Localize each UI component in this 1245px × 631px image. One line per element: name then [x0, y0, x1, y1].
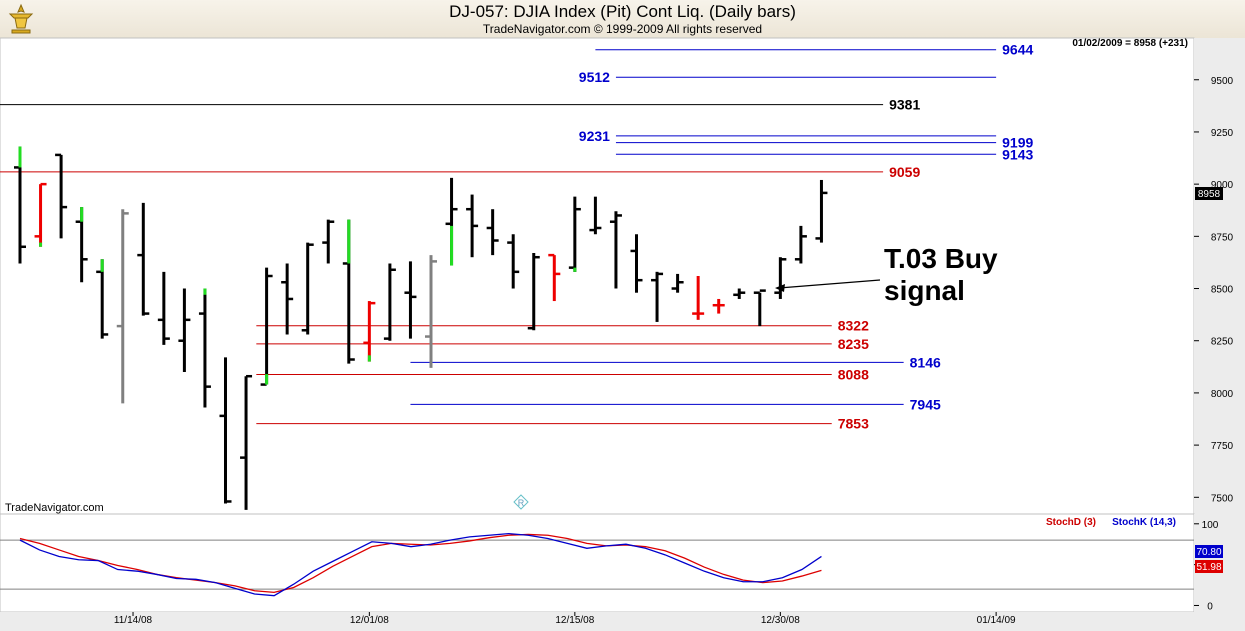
ohlc-bar — [630, 234, 643, 293]
ohlc-bar — [753, 289, 766, 327]
y-tick-label: 8000 — [1211, 389, 1234, 400]
annotation-arrow — [778, 279, 881, 289]
y-tick-label: 8500 — [1211, 285, 1234, 296]
y-tick-label: 7750 — [1211, 441, 1234, 452]
chart-subtitle: TradeNavigator.com © 1999-2009 All right… — [482, 22, 763, 36]
chart-title: DJ-057: DJIA Index (Pit) Cont Liq. (Dail… — [449, 2, 796, 21]
svg-text:R: R — [518, 498, 525, 508]
y-tick-label: 9250 — [1211, 128, 1234, 139]
ohlc-bar — [55, 153, 68, 239]
x-tick-label: 01/14/09 — [977, 615, 1016, 626]
level-label-9199: 9199 — [1002, 135, 1033, 151]
stochk-last-value: 70.80 — [1196, 547, 1221, 558]
arrowhead-icon — [775, 284, 785, 292]
stochastic-panel — [0, 513, 1195, 613]
y-tick-label: 9500 — [1211, 76, 1234, 87]
ohlc-bar — [425, 255, 437, 368]
level-label-9512: 9512 — [579, 69, 610, 85]
ohlc-bar — [466, 194, 479, 258]
legend-stochd: StochD (3) — [1046, 517, 1096, 528]
level-label-8146: 8146 — [910, 354, 941, 370]
y-tick-label: 8250 — [1211, 337, 1234, 348]
level-label-8235: 8235 — [838, 336, 869, 352]
stochastic-line-k — [19, 532, 822, 597]
y-tick-label: 8750 — [1211, 232, 1234, 243]
registered-mark-icon: R — [513, 494, 529, 510]
title-bar: DJ-057: DJIA Index (Pit) Cont Liq. (Dail… — [0, 0, 1245, 39]
level-label-7945: 7945 — [910, 396, 941, 412]
stochd-last-value: 51.98 — [1196, 562, 1221, 573]
ohlc-bar — [116, 209, 129, 404]
ohlc-bar — [363, 301, 376, 362]
y-tick-label: 7500 — [1211, 493, 1234, 504]
x-tick-label: 12/15/08 — [555, 615, 594, 626]
stoch-y-tick-label: 100 — [1202, 520, 1219, 531]
ohlc-bar — [157, 271, 170, 345]
date-axis-panel — [0, 612, 1245, 631]
legend-stochk: StochK (14,3) — [1112, 517, 1176, 528]
ohlc-bar — [794, 225, 807, 264]
stochd-last-badge — [1195, 560, 1223, 573]
price-panel — [0, 37, 1195, 515]
ohlc-bar — [404, 261, 417, 339]
level-label-9231: 9231 — [579, 128, 610, 144]
x-tick-label: 12/01/08 — [350, 615, 389, 626]
stoch-y-tick-label: 0 — [1207, 601, 1213, 612]
ohlc-bar — [671, 273, 684, 293]
x-tick-label: 12/30/08 — [761, 615, 800, 626]
last-value-readout: 01/02/2009 = 8958 (+231) — [1072, 38, 1188, 49]
ohlc-bar — [815, 179, 828, 243]
buy-signal-annotation-line1: T.03 Buy — [884, 243, 998, 274]
level-label-9381: 9381 — [889, 97, 920, 113]
ohlc-bar — [651, 271, 664, 322]
ohlc-bar — [198, 288, 211, 408]
ohlc-bar — [507, 234, 520, 289]
buy-signal-annotation-line2: signal — [884, 275, 965, 306]
ohlc-bar — [733, 288, 746, 299]
ohlc-bar — [527, 253, 540, 331]
level-label-7853: 7853 — [838, 416, 869, 432]
y-tick-label: 9000 — [1211, 180, 1234, 191]
ohlc-bar — [486, 209, 499, 256]
ohlc-bar — [692, 276, 705, 320]
ohlc-bar — [383, 263, 396, 341]
level-label-8322: 8322 — [838, 318, 869, 334]
stochk-last-badge — [1195, 545, 1223, 558]
level-label-8088: 8088 — [838, 367, 869, 383]
trade-navigator-logo-icon — [8, 3, 34, 34]
ohlc-bar — [34, 182, 47, 247]
ohlc-bar — [589, 196, 602, 235]
ohlc-bar — [178, 288, 191, 373]
x-tick-label: 11/14/08 — [114, 615, 153, 626]
ohlc-bar — [322, 219, 335, 264]
ohlc-bar — [219, 357, 232, 504]
level-label-9644: 9644 — [1002, 42, 1033, 58]
price-axis-panel — [1194, 38, 1245, 514]
ohlc-bar — [240, 374, 253, 510]
ohlc-bar — [548, 253, 561, 302]
ohlc-bar — [774, 257, 787, 299]
ohlc-bar — [281, 263, 294, 335]
ohlc-bar — [609, 211, 622, 289]
ohlc-bar — [301, 242, 314, 335]
ohlc-bar — [712, 298, 725, 314]
level-label-9143: 9143 — [1002, 146, 1033, 162]
last-price-badge-text: 8958 — [1198, 189, 1221, 200]
watermark: TradeNavigator.com — [5, 502, 104, 514]
level-label-9059: 9059 — [889, 164, 920, 180]
ohlc-bar — [137, 202, 150, 316]
last-price-badge — [1195, 187, 1223, 200]
